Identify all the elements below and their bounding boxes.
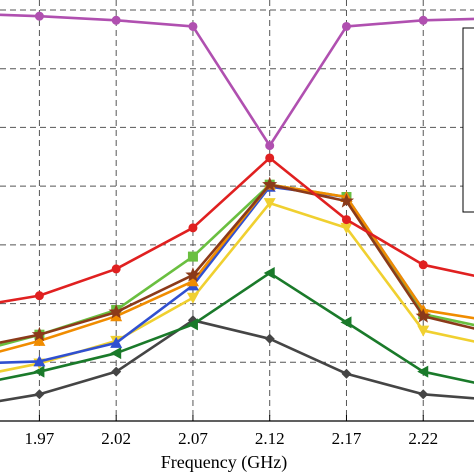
legend-box (462, 27, 474, 213)
data-point (417, 365, 429, 378)
data-point (34, 291, 44, 301)
data-point (108, 304, 124, 319)
x-axis-label: Frequency (GHz) (161, 452, 287, 473)
data-point (188, 223, 198, 233)
data-point (188, 21, 198, 31)
data-point (264, 333, 275, 344)
data-point (111, 264, 121, 274)
data-point (34, 11, 44, 21)
data-point (341, 368, 352, 379)
data-point (110, 336, 123, 348)
data-point (262, 176, 278, 192)
series-layer (0, 11, 474, 403)
data-point (31, 326, 48, 342)
series-4 (0, 178, 474, 353)
series-line (0, 13, 474, 147)
data-point (263, 198, 276, 210)
series-3 (0, 176, 474, 344)
series-line (0, 183, 474, 353)
series-line (0, 156, 474, 304)
data-point (186, 318, 198, 331)
data-point (338, 193, 355, 208)
series-8 (0, 267, 474, 384)
data-point (340, 222, 353, 234)
data-point (33, 355, 46, 367)
data-point (34, 389, 45, 400)
data-point (265, 141, 275, 151)
data-point (110, 347, 122, 360)
data-point (33, 365, 45, 378)
x-tick-labels: 1.97 2.02 2.07 2.12 2.17 2.22 (25, 429, 439, 448)
axes-frame (0, 415, 474, 422)
data-point (265, 153, 275, 163)
x-tick-label: 2.17 (332, 429, 362, 448)
data-point (186, 292, 199, 304)
x-tick-label: 2.07 (178, 429, 208, 448)
series-line (0, 271, 474, 384)
series-9 (0, 315, 474, 403)
data-point (341, 215, 351, 225)
data-point (340, 316, 352, 329)
data-point (263, 267, 275, 280)
data-point (110, 310, 123, 322)
series-line (0, 201, 474, 373)
x-tick-label: 2.22 (408, 429, 438, 448)
legend-frame (462, 27, 474, 213)
x-tick-label: 1.97 (25, 429, 55, 448)
data-point (187, 251, 198, 262)
data-point (415, 308, 431, 323)
data-point (185, 267, 201, 282)
data-point (418, 260, 428, 270)
data-point (341, 21, 351, 31)
data-point (418, 389, 429, 400)
x-tick-label: 2.12 (255, 429, 285, 448)
grid (0, 0, 474, 421)
data-point (111, 366, 122, 377)
data-point (417, 325, 430, 337)
data-point (111, 15, 121, 25)
data-point (186, 275, 199, 287)
series-line (0, 319, 474, 403)
series-1 (0, 11, 474, 151)
data-point (418, 15, 428, 25)
data-point (33, 334, 46, 346)
x-tick-label: 2.02 (101, 429, 131, 448)
series-2 (0, 153, 474, 304)
series-line (0, 183, 474, 344)
